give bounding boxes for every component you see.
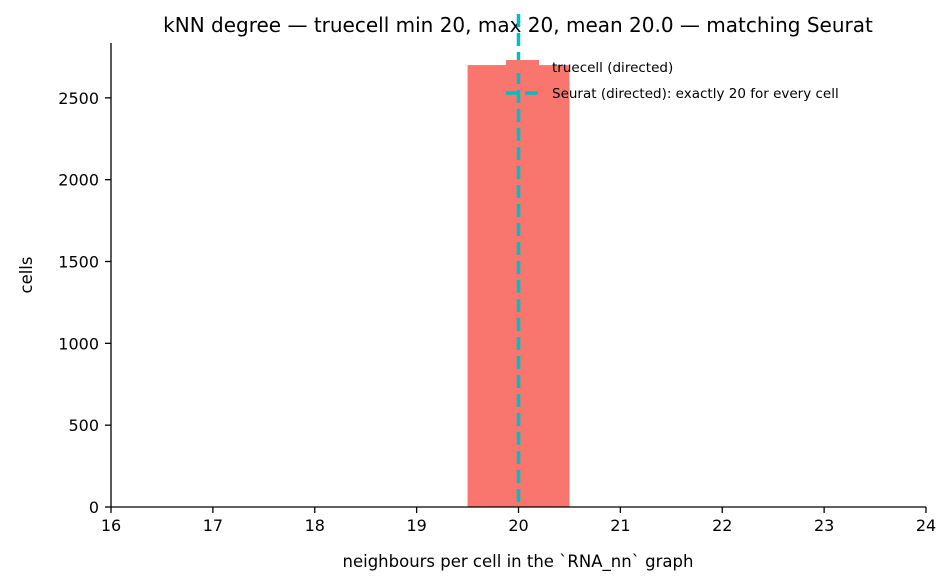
x-axis-label: neighbours per cell in the `RNA_nn` grap… xyxy=(343,552,694,572)
x-axis-ticks: 16 17 18 19 20 21 22 23 24 xyxy=(101,507,936,535)
x-tick-label: 20 xyxy=(508,516,528,535)
x-tick-label: 18 xyxy=(305,516,325,535)
y-tick-label: 1000 xyxy=(58,334,99,353)
y-tick-label: 2500 xyxy=(58,89,99,108)
x-tick-label: 21 xyxy=(610,516,630,535)
x-tick-label: 17 xyxy=(203,516,223,535)
legend: truecell (directed) Seurat (directed): ex… xyxy=(506,60,839,102)
legend-swatch-truecell xyxy=(506,60,539,73)
x-tick-label: 22 xyxy=(712,516,732,535)
x-tick-label: 19 xyxy=(406,516,426,535)
y-tick-label: 0 xyxy=(89,498,99,517)
legend-label: Seurat (directed): exactly 20 for every … xyxy=(552,86,839,102)
x-tick-label: 24 xyxy=(916,516,936,535)
plot-area xyxy=(467,14,570,507)
legend-label: truecell (directed) xyxy=(552,60,673,76)
y-tick-label: 2000 xyxy=(58,171,99,190)
y-axis-label: cells xyxy=(17,257,36,294)
y-tick-label: 1500 xyxy=(58,252,99,271)
y-tick-label: 500 xyxy=(68,416,99,435)
x-tick-label: 16 xyxy=(101,516,121,535)
y-axis-ticks: 0 500 1000 1500 2000 2500 xyxy=(58,89,111,517)
x-tick-label: 23 xyxy=(814,516,834,535)
